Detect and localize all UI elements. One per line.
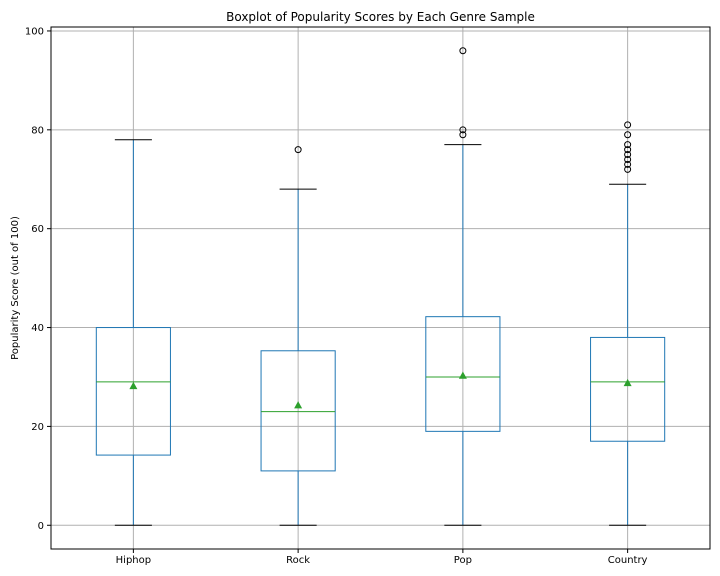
mean-marker bbox=[623, 378, 632, 387]
y-tick-label: 20 bbox=[31, 422, 44, 433]
outlier-point bbox=[624, 141, 632, 149]
box-group-rock bbox=[260, 146, 336, 526]
outlier-point bbox=[624, 151, 632, 159]
y-tick-label: 60 bbox=[31, 224, 44, 235]
outlier-point bbox=[624, 131, 632, 139]
axes-layer: 0 20 40 60 80 100 Hiphop Rock Pop Country bbox=[25, 26, 711, 566]
y-axis-label: Popularity Score (out of 100) bbox=[10, 216, 21, 360]
mean-marker bbox=[294, 401, 303, 409]
chart-title: Boxplot of Popularity Scores by Each Gen… bbox=[226, 10, 535, 24]
plot-frame bbox=[50, 26, 711, 550]
iqr-box bbox=[425, 316, 501, 432]
y-tick-label: 40 bbox=[31, 323, 44, 334]
mean-marker bbox=[458, 371, 467, 379]
outlier-point bbox=[459, 131, 467, 139]
mean-marker bbox=[129, 381, 138, 390]
outlier-point bbox=[294, 146, 302, 154]
outlier-point bbox=[459, 47, 467, 55]
x-tick-label: Rock bbox=[286, 555, 310, 566]
y-tick-label: 100 bbox=[25, 26, 44, 37]
iqr-box bbox=[590, 336, 666, 442]
outlier-point bbox=[624, 121, 632, 129]
box-group-pop bbox=[425, 47, 501, 526]
box-group-hiphop bbox=[95, 139, 171, 526]
boxes-layer bbox=[95, 47, 666, 526]
outlier-point bbox=[624, 146, 632, 154]
outlier-point bbox=[624, 155, 632, 163]
x-tick-label: Hiphop bbox=[116, 555, 151, 566]
x-tick-label: Country bbox=[608, 555, 648, 566]
box-group-country bbox=[590, 121, 666, 526]
iqr-box bbox=[260, 350, 336, 472]
outlier-point bbox=[624, 165, 632, 173]
iqr-box bbox=[95, 327, 171, 456]
y-tick-label: 0 bbox=[38, 521, 44, 532]
y-tick-label: 80 bbox=[31, 125, 44, 136]
outlier-point bbox=[459, 126, 467, 134]
x-tick-label: Pop bbox=[454, 555, 472, 566]
outlier-point bbox=[624, 160, 632, 168]
grid-lines bbox=[51, 27, 710, 549]
